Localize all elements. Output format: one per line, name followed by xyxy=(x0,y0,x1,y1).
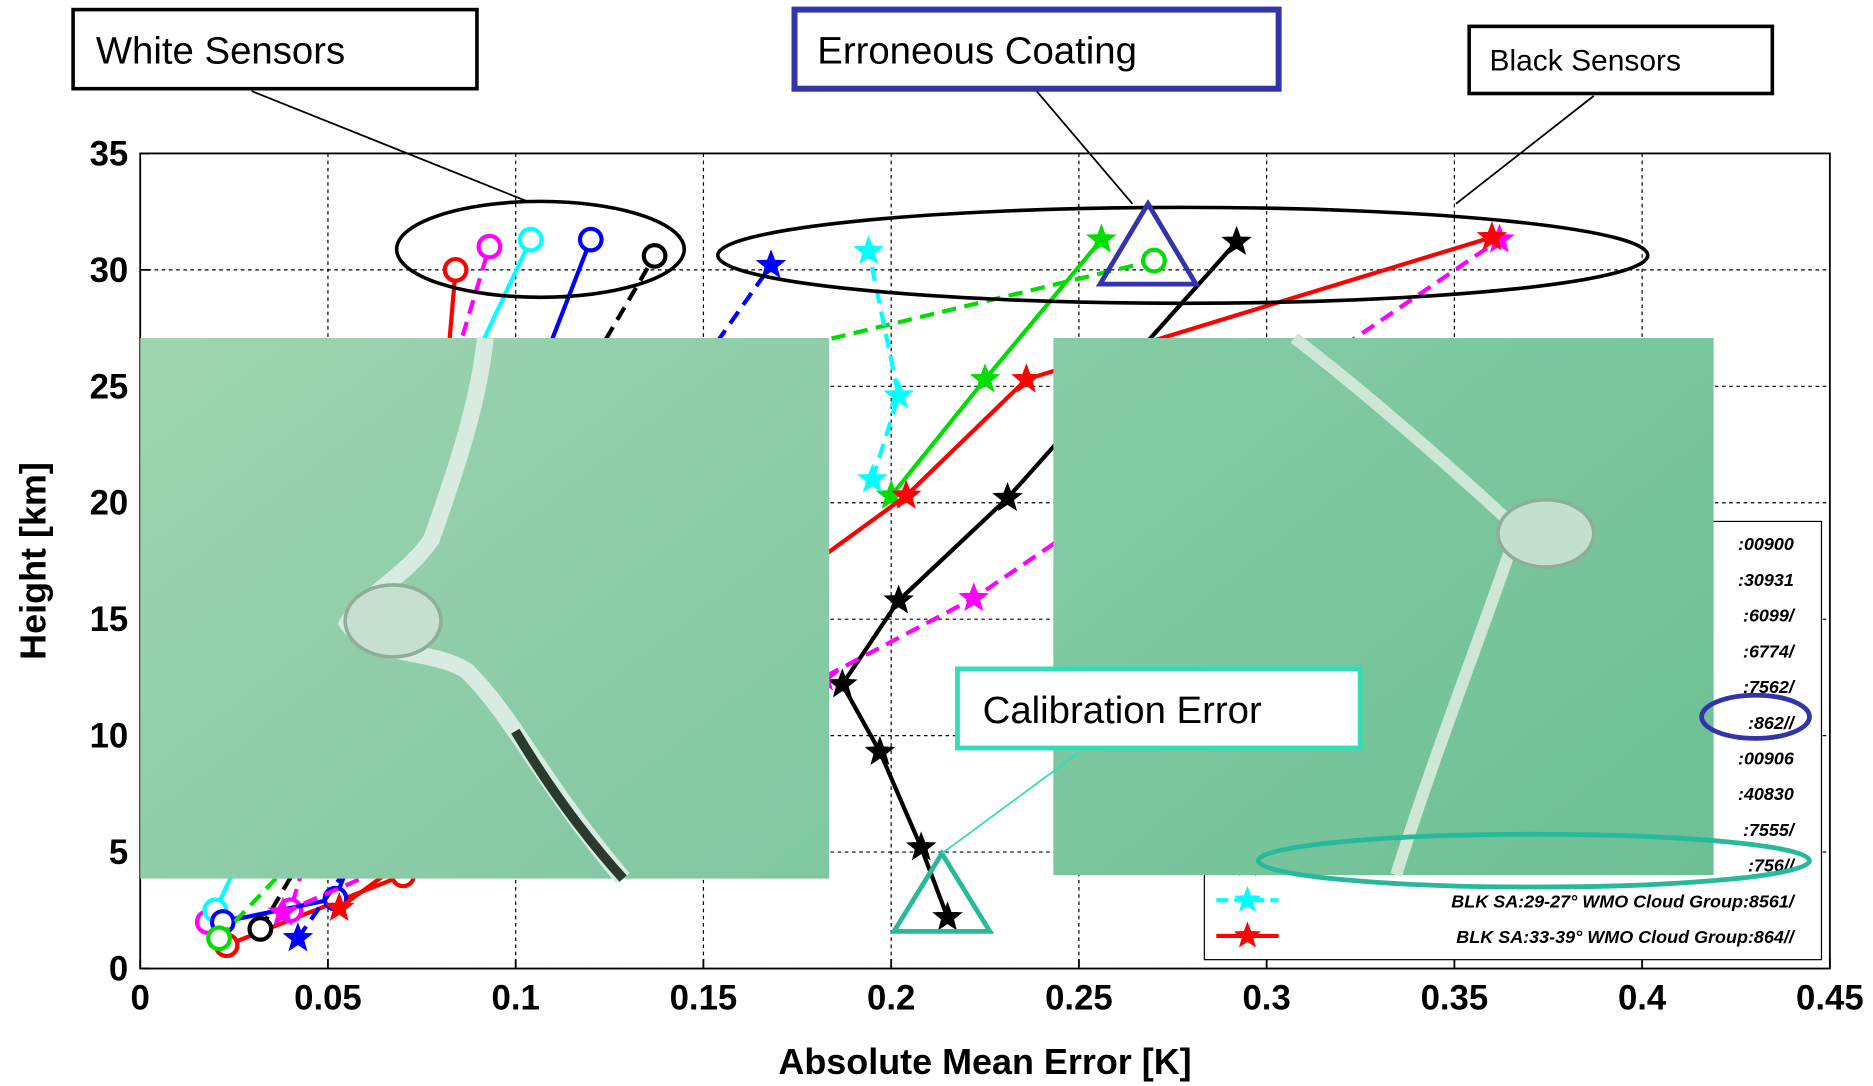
legend-label: BLK SA:29-27° WMO Cloud Group:8561/ xyxy=(1451,891,1796,911)
annotation: Black Sensors xyxy=(1490,45,1681,78)
x-tick-label: 0.45 xyxy=(1796,979,1864,1017)
legend-label: :7555/ xyxy=(1743,820,1796,840)
legend-label: :00900 xyxy=(1738,534,1794,554)
x-axis-label: Absolute Mean Error [K] xyxy=(778,1041,1191,1082)
legend-label: :00906 xyxy=(1738,749,1795,769)
x-tick-label: 0.35 xyxy=(1421,979,1489,1017)
legend-label: :862// xyxy=(1748,713,1796,733)
annotation: White Sensors xyxy=(96,30,345,73)
page: {"chart_data": { "type": "line", "xlabel… xyxy=(0,0,1873,1086)
point xyxy=(479,236,501,258)
y-axis-label: Height [km] xyxy=(13,462,54,660)
legend-label: :6774/ xyxy=(1743,641,1796,661)
photo-left xyxy=(140,338,829,879)
photo-right xyxy=(1053,338,1713,875)
y-tick-label: 20 xyxy=(90,485,129,523)
point xyxy=(1143,250,1165,272)
x-tick-label: 0.15 xyxy=(670,979,738,1017)
x-tick-label: 0.25 xyxy=(1045,979,1113,1017)
point xyxy=(250,918,272,940)
point xyxy=(520,229,542,251)
x-tick-label: 0.05 xyxy=(294,979,362,1017)
x-tick-label: 0.3 xyxy=(1242,979,1290,1017)
point xyxy=(644,245,666,267)
y-tick-label: 15 xyxy=(90,601,129,639)
x-tick-label: 0 xyxy=(131,979,150,1017)
y-tick-label: 35 xyxy=(90,135,129,173)
annotation: Calibration Error xyxy=(983,689,1262,732)
y-tick-label: 30 xyxy=(90,252,129,290)
x-tick-label: 0.1 xyxy=(492,979,540,1017)
y-tick-label: 25 xyxy=(90,368,129,406)
x-tick-label: 0.2 xyxy=(867,979,915,1017)
y-tick-label: 10 xyxy=(90,718,129,756)
y-tick-label: 5 xyxy=(109,834,128,872)
point xyxy=(580,229,602,251)
legend-label: :6099/ xyxy=(1743,606,1796,626)
legend-label: :40830 xyxy=(1738,784,1794,804)
point xyxy=(208,927,230,949)
y-tick-label: 0 xyxy=(109,951,128,989)
chart: :00900:30931:6099/:6774/:7562/:862//:009… xyxy=(0,0,1873,1086)
annotation: Erroneous Coating xyxy=(817,30,1137,73)
x-tick-label: 0.4 xyxy=(1618,979,1667,1017)
legend-label: :30931 xyxy=(1738,570,1794,590)
legend-label: BLK SA:33-39° WMO Cloud Group:864// xyxy=(1456,927,1796,947)
point xyxy=(445,259,467,281)
